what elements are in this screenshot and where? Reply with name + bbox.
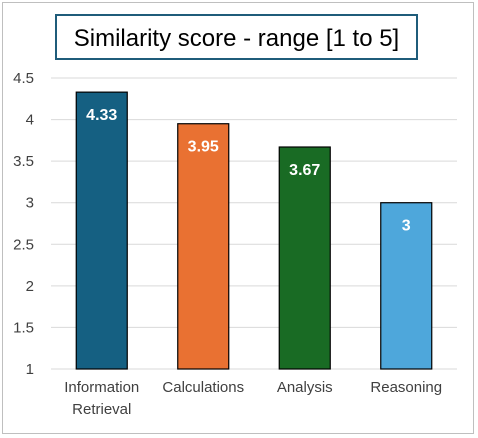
chart-frame: Similarity score - range [1 to 5] 1 1.5 2 2… bbox=[2, 2, 474, 434]
chart-title-box bbox=[55, 14, 418, 60]
x-category-label: Reasoning bbox=[370, 379, 442, 396]
data-labels: 4.33 3.95 3.67 3 bbox=[86, 107, 411, 235]
y-tick-label: 3.5 bbox=[13, 153, 34, 170]
y-axis-ticks: 1 1.5 2 2.5 3 3.5 4 4.5 bbox=[13, 70, 34, 378]
data-label: 3 bbox=[402, 218, 411, 235]
data-label: 3.95 bbox=[188, 139, 219, 156]
y-tick-label: 1 bbox=[26, 361, 34, 378]
data-label: 4.33 bbox=[86, 107, 117, 124]
bar-information-retrieval bbox=[75, 91, 128, 370]
y-tick-label: 2 bbox=[26, 278, 34, 295]
y-tick-label: 1.5 bbox=[13, 319, 34, 336]
chart-svg: Similarity score - range [1 to 5] 1 1.5 2 2… bbox=[13, 14, 457, 418]
x-axis-categories: Information Retrieval Calculations Analysis… bbox=[64, 379, 442, 418]
chart-title-group: Similarity score - range [1 to 5] bbox=[55, 14, 418, 60]
bar-analysis bbox=[278, 146, 331, 370]
y-tick-label: 4.5 bbox=[13, 70, 34, 87]
bars bbox=[75, 91, 433, 370]
bar-reasoning bbox=[380, 202, 433, 370]
y-tick-label: 4 bbox=[26, 112, 34, 129]
x-category-label: Information bbox=[64, 379, 139, 396]
y-tick-label: 3 bbox=[26, 195, 34, 212]
chart-title: Similarity score - range [1 to 5] bbox=[74, 25, 399, 52]
data-label: 3.67 bbox=[289, 162, 320, 179]
y-tick-label: 2.5 bbox=[13, 236, 34, 253]
x-category-label: Analysis bbox=[277, 379, 333, 396]
x-category-label: Calculations bbox=[162, 379, 244, 396]
x-category-label: Retrieval bbox=[72, 401, 131, 418]
bar-calculations bbox=[177, 123, 230, 370]
